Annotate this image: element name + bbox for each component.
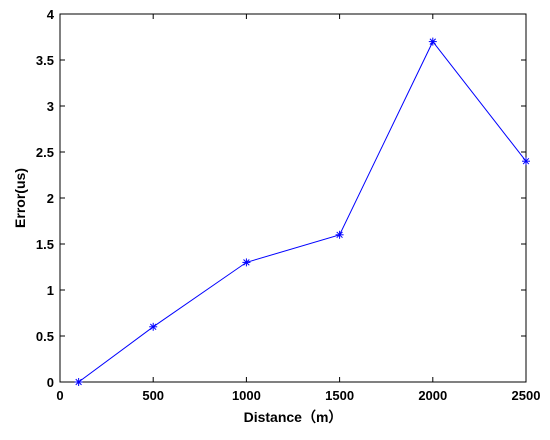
x-axis: 0 500 1000 1500 2000 2500 <box>56 14 540 403</box>
x-tick-label: 0 <box>56 388 63 403</box>
series-layer <box>74 37 530 386</box>
y-axis: 0 0.5 1 1.5 2 2.5 3 3.5 4 <box>36 7 526 390</box>
x-axis-title: Distance（m） <box>244 409 343 425</box>
y-tick-label: 0.5 <box>36 329 54 344</box>
data-point-marker <box>428 37 437 46</box>
data-point-marker <box>149 322 158 331</box>
x-tick-label: 1500 <box>325 388 354 403</box>
x-tick-label: 2000 <box>418 388 447 403</box>
x-tick-label: 2500 <box>512 388 541 403</box>
y-tick-label: 3 <box>47 99 54 114</box>
y-tick-label: 2.5 <box>36 145 54 160</box>
y-tick-label: 2 <box>47 191 54 206</box>
y-tick-label: 3.5 <box>36 53 54 68</box>
data-point-marker <box>242 258 251 267</box>
x-tick-label: 500 <box>142 388 164 403</box>
data-point-marker <box>74 378 83 386</box>
x-tick-label: 1000 <box>232 388 261 403</box>
y-tick-label: 0 <box>47 375 54 390</box>
plot-area <box>59 13 527 383</box>
data-point-marker <box>335 230 344 239</box>
y-axis-title: Error(us) <box>12 168 28 228</box>
y-tick-label: 1 <box>47 283 54 298</box>
y-tick-label: 4 <box>47 7 55 22</box>
series-line <box>78 40 527 383</box>
data-point-marker <box>522 157 530 166</box>
y-tick-label: 1.5 <box>36 237 54 252</box>
